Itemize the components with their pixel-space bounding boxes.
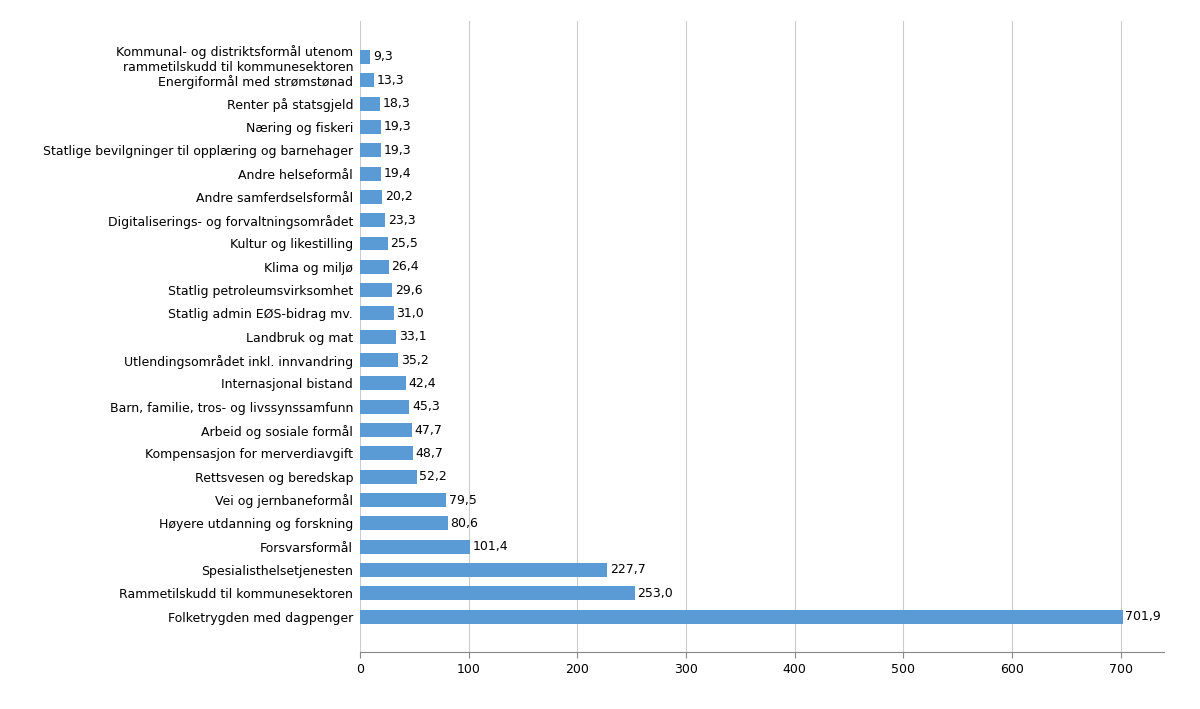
- Text: 47,7: 47,7: [414, 423, 443, 437]
- Bar: [360, 447, 413, 460]
- Bar: [360, 96, 380, 111]
- Bar: [360, 167, 382, 181]
- Bar: [360, 143, 380, 157]
- Text: 31,0: 31,0: [396, 307, 424, 320]
- Bar: [360, 540, 470, 554]
- Text: 79,5: 79,5: [449, 493, 476, 506]
- Text: 52,2: 52,2: [420, 470, 448, 484]
- Bar: [360, 306, 394, 320]
- Text: 19,3: 19,3: [384, 121, 412, 133]
- Text: 20,2: 20,2: [385, 190, 413, 203]
- Bar: [360, 469, 416, 484]
- Bar: [360, 400, 409, 414]
- Bar: [360, 493, 446, 507]
- Bar: [360, 586, 635, 601]
- Text: 45,3: 45,3: [412, 401, 439, 413]
- Bar: [360, 259, 389, 274]
- Bar: [360, 213, 385, 227]
- Text: 29,6: 29,6: [395, 284, 422, 296]
- Text: 9,3: 9,3: [373, 50, 392, 63]
- Bar: [360, 120, 380, 134]
- Text: 23,3: 23,3: [388, 213, 415, 227]
- Text: 26,4: 26,4: [391, 260, 419, 273]
- Text: 48,7: 48,7: [415, 447, 444, 460]
- Text: 253,0: 253,0: [637, 587, 673, 600]
- Text: 19,4: 19,4: [384, 167, 412, 180]
- Text: 35,2: 35,2: [401, 354, 428, 367]
- Bar: [360, 376, 406, 391]
- Text: 18,3: 18,3: [383, 97, 410, 110]
- Text: 227,7: 227,7: [610, 564, 646, 576]
- Bar: [360, 610, 1123, 624]
- Bar: [360, 190, 382, 204]
- Text: 13,3: 13,3: [377, 74, 404, 86]
- Text: 19,3: 19,3: [384, 144, 412, 157]
- Bar: [360, 73, 374, 87]
- Bar: [360, 330, 396, 344]
- Bar: [360, 563, 607, 577]
- Text: 80,6: 80,6: [450, 517, 478, 530]
- Bar: [360, 423, 412, 437]
- Text: 33,1: 33,1: [398, 330, 426, 343]
- Text: 25,5: 25,5: [390, 237, 419, 250]
- Text: 101,4: 101,4: [473, 540, 509, 553]
- Bar: [360, 50, 370, 64]
- Text: 701,9: 701,9: [1126, 610, 1162, 623]
- Bar: [360, 237, 388, 250]
- Bar: [360, 283, 392, 297]
- Text: 42,4: 42,4: [409, 377, 437, 390]
- Bar: [360, 353, 398, 367]
- Bar: [360, 516, 448, 530]
